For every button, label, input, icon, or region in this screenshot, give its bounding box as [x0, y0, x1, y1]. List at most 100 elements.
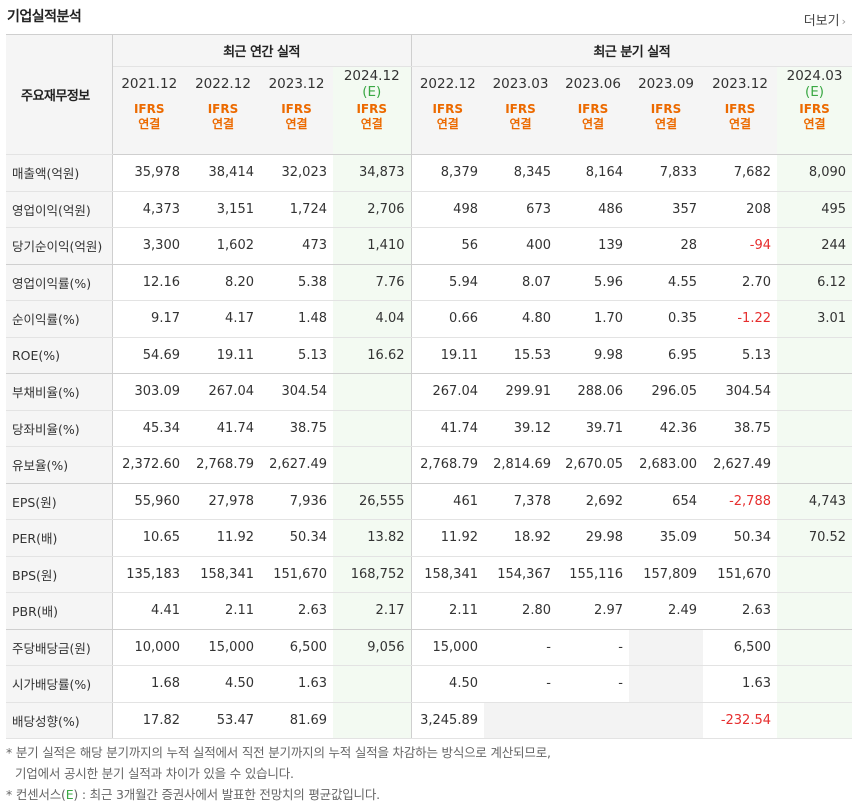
table-cell: 2,372.60	[112, 446, 186, 484]
table-cell: 2.49	[629, 592, 703, 630]
table-cell	[777, 373, 852, 411]
footnote-2: * 컨센서스(E) : 최근 3개월간 증권사에서 발표한 전망치의 평균값입니…	[6, 784, 551, 805]
table-cell: 8,379	[411, 154, 484, 192]
table-cell: 2.97	[557, 592, 629, 630]
table-cell	[484, 702, 557, 739]
table-cell: -	[484, 629, 557, 666]
more-link[interactable]: 더보기 ›	[804, 10, 846, 29]
table-cell: 288.06	[557, 373, 629, 411]
footnote-2-suffix: ) : 최근 3개월간 증권사에서 발표한 전망치의 평균값입니다.	[73, 787, 380, 802]
table-cell	[777, 702, 852, 739]
table-cell: 35,978	[112, 154, 186, 192]
table-row: PBR(배) 4.41 2.11 2.63 2.17 2.11 2.80 2.97 2.49 2.…	[6, 592, 852, 630]
row-label: 부채비율(%)	[6, 373, 113, 411]
table-cell: 8.07	[484, 264, 557, 301]
period-label: 2023.12	[712, 75, 768, 92]
ifrs-label: IFRS	[133, 102, 165, 116]
table-cell: 34,873	[333, 154, 412, 192]
table-cell: 7.76	[333, 264, 412, 301]
row-label: BPS(원)	[6, 556, 113, 593]
group-annual: 최근 연간 실적	[112, 34, 412, 67]
table-cell: 1.63	[703, 665, 777, 703]
row-label: 당좌비율(%)	[6, 410, 113, 447]
basis-label: 연결	[728, 117, 752, 131]
table-cell: 26,555	[333, 483, 412, 520]
table-cell: 2.63	[260, 592, 333, 630]
table-cell: 139	[557, 227, 629, 265]
column-basis: IFRS 연결	[333, 100, 412, 155]
table-row: 시가배당률(%) 1.68 4.50 1.63 4.50- -1.63	[6, 665, 852, 703]
table-cell: 15.53	[484, 337, 557, 374]
table-cell: 1.48	[260, 300, 333, 338]
table-cell	[777, 446, 852, 484]
table-cell: 498	[411, 191, 484, 228]
chevron-right-icon: ›	[841, 15, 846, 28]
table-cell	[777, 410, 852, 447]
column-period: 2021.12	[112, 66, 186, 100]
table-cell: 7,682	[703, 154, 777, 192]
ifrs-label: IFRS	[505, 102, 536, 116]
table-cell: 54.69	[112, 337, 186, 374]
row-header-label: 주요재무정보	[6, 34, 113, 155]
table-cell	[333, 373, 412, 411]
table-cell: 2,627.49	[703, 446, 777, 484]
table-cell: 244	[777, 227, 852, 265]
table-cell: 158,341	[411, 556, 484, 593]
basis-label: 연결	[285, 117, 308, 131]
estimate-mark: (E)	[362, 83, 382, 100]
ifrs-label: IFRS	[650, 102, 682, 116]
table-cell	[333, 446, 412, 484]
table-cell: 2,768.79	[411, 446, 484, 484]
table-cell: 296.05	[629, 373, 703, 411]
table-cell: 12.16	[112, 264, 186, 301]
table-row: EPS(원) 55,960 27,978 7,936 26,555 461 7,378 2,6…	[6, 483, 852, 520]
table-cell	[333, 665, 412, 703]
column-basis: IFRS 연결	[484, 100, 557, 155]
table-cell: -94	[703, 227, 777, 265]
table-cell: 2.11	[186, 592, 260, 630]
table-cell: 1.70	[557, 300, 629, 338]
row-label: 시가배당률(%)	[6, 665, 113, 703]
footnote-1: * 분기 실적은 해당 분기까지의 누적 실적에서 직전 분기까지의 누적 실적…	[6, 745, 551, 760]
table-cell: 3,245.89	[411, 702, 484, 739]
row-label: 영업이익(억원)	[6, 191, 113, 228]
table-row: 당기순이익(억원) 3,300 1,602 473 1,410 56 400 139 28 -94…	[6, 227, 852, 265]
table-cell: 38.75	[703, 410, 777, 447]
table-cell: 15,000	[186, 629, 260, 666]
table-row: 매출액(억원) 35,978 38,414 32,023 34,873 8,379 8,34…	[6, 154, 852, 192]
column-period: 2023.09	[629, 66, 703, 100]
footnotes: * 분기 실적은 해당 분기까지의 누적 실적에서 직전 분기까지의 누적 실적…	[6, 742, 551, 805]
table-cell: 1,724	[260, 191, 333, 228]
table-cell: 41.74	[186, 410, 260, 447]
table-cell: 4.04	[333, 300, 412, 338]
table-cell: 39.71	[557, 410, 629, 447]
column-period: 2022.12	[411, 66, 484, 100]
table-cell	[333, 410, 412, 447]
table-cell: 18.92	[484, 519, 557, 557]
table-cell: 299.91	[484, 373, 557, 411]
table-cell	[557, 702, 629, 739]
period-label: 2023.09	[638, 75, 694, 92]
table-cell: 17.82	[112, 702, 186, 739]
table-cell	[629, 629, 703, 666]
row-label: 영업이익률(%)	[6, 264, 113, 301]
table-cell: 56	[411, 227, 484, 265]
table-cell: 208	[703, 191, 777, 228]
table-cell: 303.09	[112, 373, 186, 411]
table-cell: 7,378	[484, 483, 557, 520]
table-cell: 473	[260, 227, 333, 265]
table-cell: 673	[484, 191, 557, 228]
table-cell: 1,410	[333, 227, 412, 265]
table-cell: 2.63	[703, 592, 777, 630]
ifrs-label: IFRS	[207, 102, 239, 116]
basis-label: 연결	[509, 117, 532, 131]
period-label: 2024.03	[786, 67, 843, 84]
table-cell: 304.54	[260, 373, 333, 411]
table-cell: 495	[777, 191, 852, 228]
table-cell: 53.47	[186, 702, 260, 739]
basis-label: 연결	[654, 117, 678, 131]
table-cell: 304.54	[703, 373, 777, 411]
column-period: 2022.12	[186, 66, 260, 100]
table-cell: 7,833	[629, 154, 703, 192]
column-period: 2024.03 (E)	[777, 66, 852, 100]
